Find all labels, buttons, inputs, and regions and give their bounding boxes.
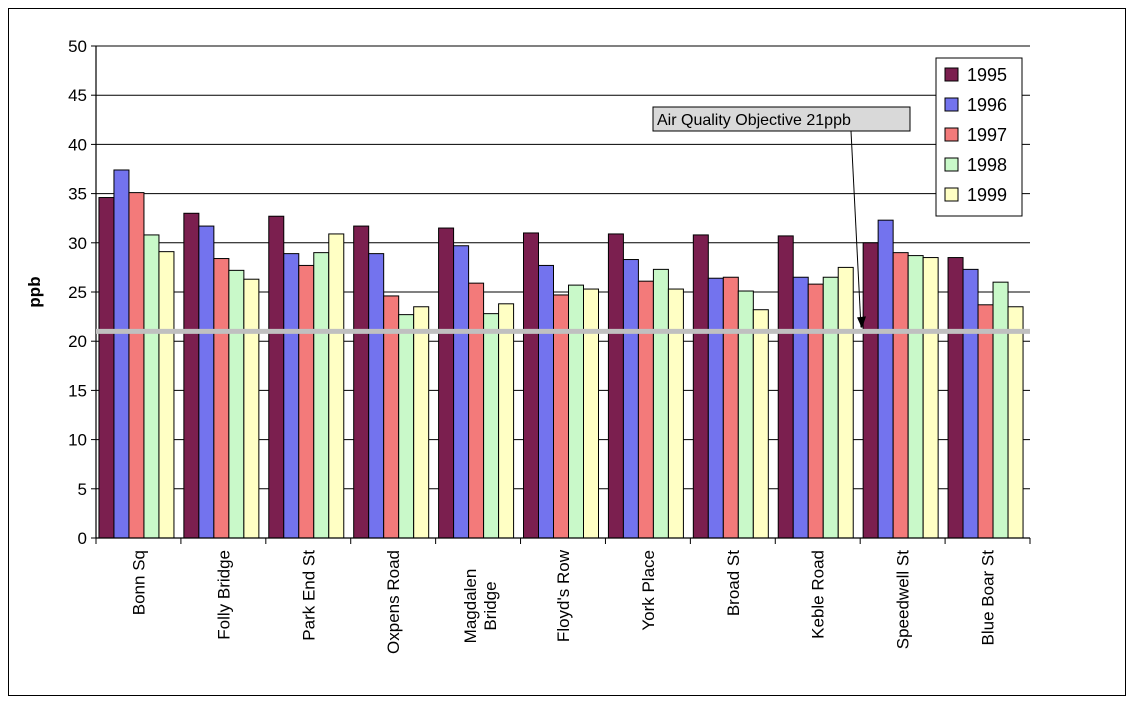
x-tick-label: Bonn Sq — [129, 550, 148, 615]
x-tick-label: Oxpens Road — [384, 550, 403, 654]
legend-swatch-1995 — [944, 67, 959, 82]
bar-1996-york-place — [622, 259, 639, 539]
bar-1997-york-place — [637, 280, 654, 539]
bar-1996-oxpens-road — [368, 253, 385, 539]
y-tick-label: 50 — [68, 37, 87, 56]
bar-1997-broad-st — [722, 276, 739, 539]
bar-1999-magdalen-bridge — [498, 303, 515, 539]
legend-label: 1996 — [967, 95, 1007, 115]
y-tick-label: 25 — [68, 283, 87, 302]
bar-1995-keble-road — [777, 235, 794, 539]
bar-1997-folly-bridge — [213, 258, 230, 539]
bar-1995-folly-bridge — [183, 212, 200, 539]
x-tick-label: Floyd's Row — [554, 549, 573, 642]
bar-1998-floyd-s-row — [568, 284, 584, 539]
bar-1997-magdalen-bridge — [468, 282, 485, 539]
x-tick-label: Park End St — [299, 550, 318, 641]
bar-1995-speedwell-st — [862, 242, 879, 539]
bar-1998-blue-boar-st — [992, 281, 1009, 539]
bar-1997-park-end-st — [298, 264, 315, 539]
bar-1995-park-end-st — [268, 215, 285, 539]
legend-swatch-1999 — [944, 187, 959, 202]
y-tick-label: 45 — [68, 86, 87, 105]
y-tick-label: 20 — [68, 332, 87, 351]
y-axis-label: ppb — [25, 276, 44, 307]
legend-swatch-1998 — [944, 157, 959, 172]
bar-1995-oxpens-road — [353, 225, 370, 539]
legend-label: 1999 — [967, 185, 1007, 205]
bar-1997-bonn-sq — [128, 192, 145, 539]
bar-1996-keble-road — [792, 276, 809, 539]
x-tick-label: MagdalenBridge — [461, 569, 500, 644]
bar-1998-keble-road — [822, 276, 839, 539]
bar-1998-magdalen-bridge — [483, 313, 500, 539]
y-tick-label: 15 — [68, 381, 87, 400]
legend-swatch-1996 — [944, 97, 959, 112]
x-tick-label: Blue Boar St — [979, 550, 998, 646]
bar-1997-blue-boar-st — [977, 304, 994, 539]
y-tick-label: 35 — [68, 185, 87, 204]
bar-1996-park-end-st — [283, 253, 300, 539]
x-tick-label: York Place — [639, 550, 658, 631]
bar-1998-bonn-sq — [143, 234, 160, 539]
x-tick-label: Speedwell St — [894, 550, 913, 650]
x-tick-label: Folly Bridge — [214, 550, 233, 640]
y-tick-label: 5 — [78, 480, 87, 499]
bar-1997-speedwell-st — [892, 252, 909, 539]
bar-1995-magdalen-bridge — [438, 227, 455, 539]
bar-1995-floyd-s-row — [523, 232, 539, 539]
bar-1999-floyd-s-row — [583, 288, 599, 539]
y-tick-label: 10 — [68, 431, 87, 450]
objective-label-box — [652, 106, 911, 132]
bar-1998-folly-bridge — [228, 269, 245, 539]
bar-1999-park-end-st — [328, 233, 345, 539]
y-tick-label: 0 — [78, 529, 87, 548]
x-tick-label: Broad St — [724, 550, 743, 616]
objective-arrowhead — [857, 316, 866, 329]
bar-1995-york-place — [607, 233, 624, 539]
bar-1995-broad-st — [692, 234, 709, 539]
bar-1999-bonn-sq — [158, 251, 175, 539]
legend-swatch-1997 — [944, 127, 959, 142]
bar-1998-oxpens-road — [398, 314, 415, 539]
objective-arrow-line — [850, 130, 862, 328]
legend-label: 1995 — [967, 65, 1007, 85]
bar-1999-broad-st — [752, 309, 769, 539]
bar-1998-park-end-st — [313, 252, 330, 539]
bar-1996-bonn-sq — [113, 169, 130, 539]
y-tick-label: 30 — [68, 234, 87, 253]
legend-label: 1998 — [967, 155, 1007, 175]
bar-1998-york-place — [652, 268, 669, 539]
bar-1999-oxpens-road — [413, 306, 430, 539]
bar-1995-bonn-sq — [98, 197, 115, 539]
bar-1996-broad-st — [707, 277, 724, 539]
bar-1996-blue-boar-st — [962, 268, 979, 539]
bar-1999-blue-boar-st — [1007, 306, 1024, 539]
bar-1996-magdalen-bridge — [453, 245, 470, 539]
bar-1999-york-place — [667, 288, 684, 539]
x-tick-label: Keble Road — [809, 550, 828, 639]
bar-1999-keble-road — [837, 266, 854, 539]
bar-1995-blue-boar-st — [947, 257, 964, 539]
bar-1999-folly-bridge — [243, 278, 260, 539]
bar-1996-floyd-s-row — [538, 264, 554, 539]
objective-label: Air Quality Objective 21ppb — [657, 112, 851, 129]
bar-1996-speedwell-st — [877, 219, 894, 539]
bar-1998-speedwell-st — [907, 255, 924, 539]
bar-1999-speedwell-st — [922, 257, 939, 539]
y-tick-label: 40 — [68, 135, 87, 154]
legend-label: 1997 — [967, 125, 1007, 145]
bar-1997-keble-road — [807, 283, 824, 539]
bar-1998-broad-st — [737, 290, 754, 539]
bar-1996-folly-bridge — [198, 225, 215, 539]
